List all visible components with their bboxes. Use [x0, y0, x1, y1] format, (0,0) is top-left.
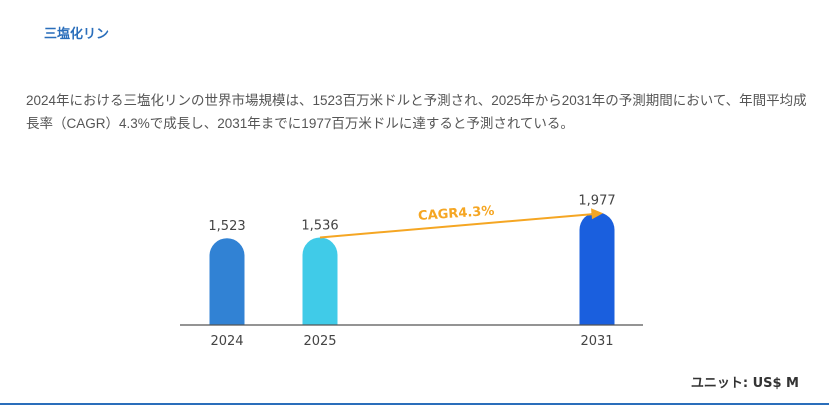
- cagr-arrow-line: [319, 213, 594, 239]
- category-label-2031: 2031: [580, 334, 613, 349]
- cagr-arrow-head: [591, 208, 603, 220]
- cagr-label: CAGR4.3%: [418, 204, 495, 224]
- value-label-2031: 1,977: [578, 193, 615, 208]
- bar-2025: [302, 237, 338, 325]
- bottom-divider: [0, 403, 829, 405]
- bar-2031: [579, 212, 615, 325]
- market-description: 2024年における三塩化リンの世界市場規模は、1523百万米ドルと予測され、20…: [26, 93, 807, 131]
- bar-2024: [209, 238, 245, 325]
- category-label-2025: 2025: [303, 334, 336, 349]
- value-label-2025: 1,536: [301, 218, 338, 233]
- page-title: 三塩化リン: [44, 27, 110, 42]
- value-label-2024: 1,523: [208, 219, 245, 234]
- unit-label: ユニット: US$ M: [690, 376, 799, 391]
- category-label-2024: 2024: [210, 334, 243, 349]
